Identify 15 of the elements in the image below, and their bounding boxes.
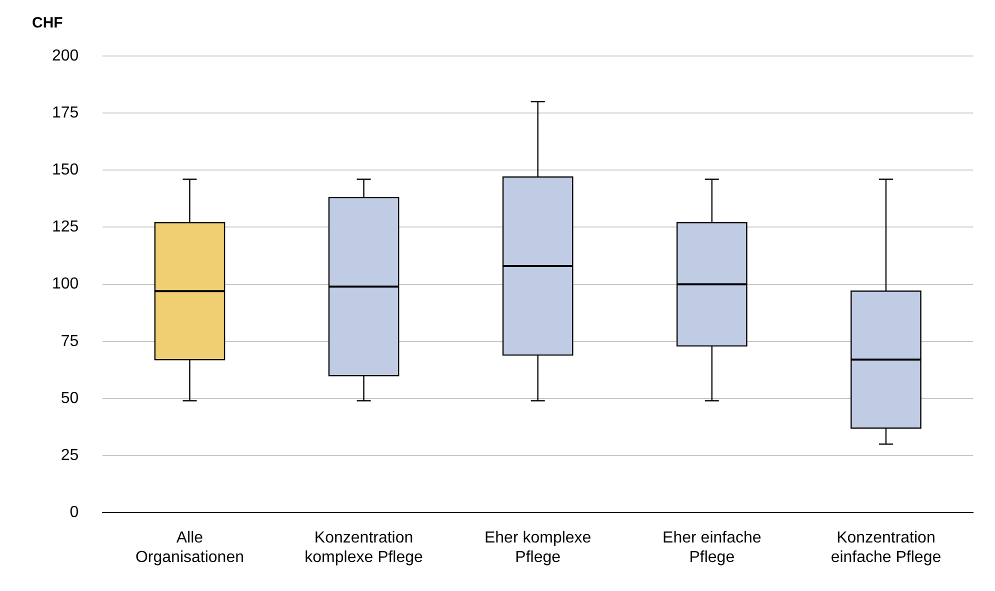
y-axis-title: CHF — [32, 14, 63, 32]
y-tick-label: 25 — [60, 446, 79, 464]
y-tick-label: 50 — [60, 390, 79, 407]
y-tick-label: 150 — [52, 162, 79, 179]
y-tick-label: 100 — [52, 276, 79, 293]
x-tick-label: Konzentration einfache Pflege — [830, 530, 942, 566]
x-tick-label: Konzentration komplexe Pflege — [304, 530, 424, 566]
y-tick-label: 0 — [70, 504, 79, 522]
x-tick-label: Alle Organisationen — [135, 530, 244, 566]
y-tick-label: 200 — [52, 47, 79, 64]
x-tick-label: Eher einfache Pflege — [662, 530, 762, 566]
y-tick-label: 175 — [52, 104, 79, 122]
y-tick-label: 75 — [60, 332, 79, 350]
y-tick-label: 125 — [52, 218, 79, 236]
x-tick-label: Eher komplexe Pflege — [484, 530, 592, 566]
